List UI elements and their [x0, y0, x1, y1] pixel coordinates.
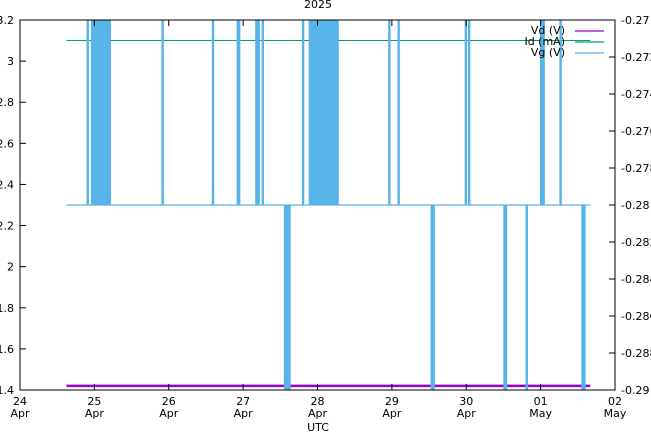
x-tick-label-day: 24	[13, 395, 27, 408]
x-tick-label-day: 30	[459, 395, 473, 408]
y2-tick-label: -0.288	[621, 347, 651, 360]
y-tick-label: 2	[7, 261, 14, 274]
y-tick-label: 1.6	[0, 343, 14, 356]
y-tick-label: 1.4	[0, 384, 14, 397]
legend-label-1: Id (mA)	[524, 35, 565, 48]
legend: Vd (V)Id (mA)Vg (V)	[524, 24, 604, 59]
vg-high-burst	[559, 20, 562, 205]
vg-high-burst	[90, 20, 111, 205]
y2-tick-label: -0.276	[621, 125, 651, 138]
chart-title: 2025	[304, 0, 332, 11]
y2-tick-label: -0.27	[621, 14, 649, 27]
vg-low-burst	[430, 205, 435, 390]
vg-high-burst	[301, 20, 305, 205]
vg-high-burst	[255, 20, 258, 205]
y-tick-label: 2.8	[0, 96, 14, 109]
y2-tick-label: -0.282	[621, 236, 651, 249]
vg-high-burst	[261, 20, 265, 205]
x-axis-title: UTC	[307, 421, 329, 432]
vg-high-burst	[161, 20, 164, 205]
vg-low-burst	[581, 205, 586, 390]
x-tick-label-day: 29	[385, 395, 399, 408]
vg-low-burst	[283, 205, 291, 390]
vg-high-burst	[464, 20, 468, 205]
vg-high-burst	[540, 20, 545, 205]
x-tick-label-month: Apr	[382, 407, 402, 420]
x-axis: 24Apr25Apr26Apr27Apr28Apr29Apr30Apr01May…	[10, 20, 627, 420]
y-tick-label: 2.2	[0, 220, 14, 233]
vg-high-burst	[257, 20, 260, 205]
legend-label-2: Vg (V)	[531, 46, 565, 59]
vg-low-burst	[503, 205, 508, 390]
y-tick-label: 3.2	[0, 14, 14, 27]
y-tick-label: 2.4	[0, 178, 14, 191]
x-tick-label-month: Apr	[85, 407, 105, 420]
y2-tick-label: -0.274	[621, 88, 651, 101]
x-tick-label-month: May	[529, 407, 552, 420]
x-tick-label-day: 25	[87, 395, 101, 408]
y2-tick-label: -0.28	[621, 199, 649, 212]
x-tick-label-month: Apr	[308, 407, 328, 420]
x-tick-label-month: Apr	[234, 407, 254, 420]
x-tick-label-day: 26	[162, 395, 176, 408]
x-tick-label-day: 28	[311, 395, 325, 408]
x-tick-label-month: Apr	[10, 407, 30, 420]
y-tick-label: 3	[7, 55, 14, 68]
y-tick-label: 2.6	[0, 137, 14, 150]
plot-series	[66, 20, 591, 390]
vg-high-burst	[467, 20, 471, 205]
vg-high-burst	[397, 20, 400, 205]
x-tick-label-day: 27	[236, 395, 250, 408]
vg-high-burst	[236, 20, 241, 205]
legend-label-0: Vd (V)	[531, 24, 565, 37]
x-tick-label-month: Apr	[457, 407, 477, 420]
y2-tick-label: -0.284	[621, 273, 651, 286]
x-tick-label-day: 02	[608, 395, 622, 408]
y2-tick-label: -0.272	[621, 51, 651, 64]
left-axis: 1.4 1.6 1.8 2 2.2 2.4 2.6 2.8 3 3.2	[0, 14, 26, 397]
y2-tick-label: -0.286	[621, 310, 651, 323]
vg-high-burst	[211, 20, 215, 205]
vg-high-burst	[308, 20, 339, 205]
right-axis: -0.29 -0.288 -0.286 -0.284 -0.282 -0.28 -0.278…	[609, 14, 651, 397]
y2-tick-label: -0.29	[621, 384, 649, 397]
vg-high-burst	[388, 20, 391, 205]
x-tick-label-month: Apr	[159, 407, 179, 420]
x-tick-label-day: 01	[534, 395, 548, 408]
vg-low-burst	[525, 205, 528, 390]
y-tick-label: 1.8	[0, 302, 14, 315]
vg-high-burst	[86, 20, 89, 205]
y2-tick-label: -0.278	[621, 162, 651, 175]
x-tick-label-month: May	[604, 407, 627, 420]
